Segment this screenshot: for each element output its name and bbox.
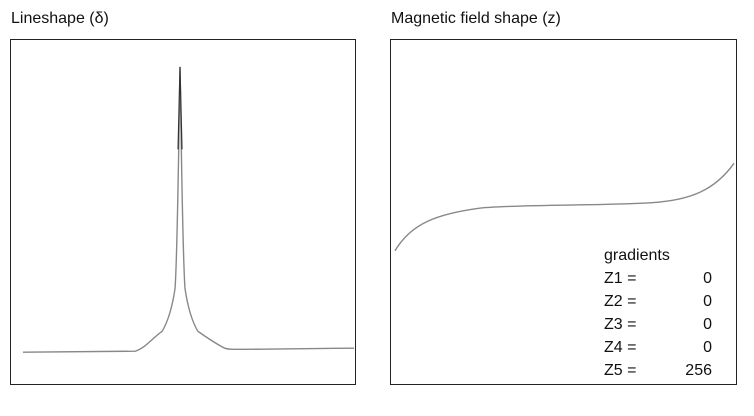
gradient-label: Z3 = bbox=[604, 316, 637, 333]
lineshape-peak-core bbox=[177, 66, 183, 150]
gradient-value: 0 bbox=[703, 270, 712, 287]
field-shape-plot bbox=[390, 39, 737, 385]
field-shape-title: Magnetic field shape (z) bbox=[391, 10, 561, 27]
field-shape-curve bbox=[394, 162, 735, 252]
gradient-value: 0 bbox=[703, 339, 712, 356]
lineshape-title: Lineshape (δ) bbox=[11, 10, 109, 27]
gradient-value: 256 bbox=[685, 362, 712, 379]
gradient-value: 0 bbox=[703, 316, 712, 333]
gradient-row-z5: Z5 = 256 bbox=[604, 359, 712, 382]
gradients-heading: gradients bbox=[604, 247, 670, 264]
lineshape-curve bbox=[22, 66, 355, 353]
lineshape-curve-canvas bbox=[22, 66, 355, 353]
gradient-row-z4: Z4 = 0 bbox=[604, 336, 712, 359]
gradient-label: Z2 = bbox=[604, 293, 637, 310]
gradient-row-z1: Z1 = 0 bbox=[604, 267, 712, 290]
gradient-label: Z4 = bbox=[604, 339, 637, 356]
gradient-row-z3: Z3 = 0 bbox=[604, 313, 712, 336]
field-curve-canvas bbox=[394, 162, 735, 252]
gradient-label: Z1 = bbox=[604, 270, 637, 287]
lineshape-plot bbox=[10, 39, 356, 385]
gradient-label: Z5 = bbox=[604, 362, 637, 379]
gradient-value: 0 bbox=[703, 293, 712, 310]
gradient-row-z2: Z2 = 0 bbox=[604, 290, 712, 313]
gradients-table: gradients Z1 = 0 Z2 = 0 Z3 = 0 Z4 = 0 Z5… bbox=[604, 244, 712, 382]
